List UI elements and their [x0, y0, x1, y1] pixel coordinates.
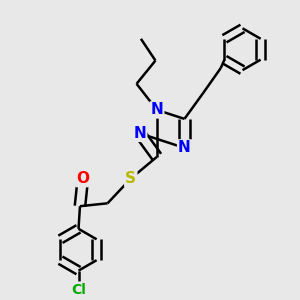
Text: N: N	[178, 140, 191, 155]
Text: O: O	[76, 171, 89, 186]
Text: N: N	[151, 102, 163, 117]
Text: Cl: Cl	[71, 283, 86, 296]
Text: N: N	[134, 126, 146, 141]
Text: S: S	[125, 171, 136, 186]
